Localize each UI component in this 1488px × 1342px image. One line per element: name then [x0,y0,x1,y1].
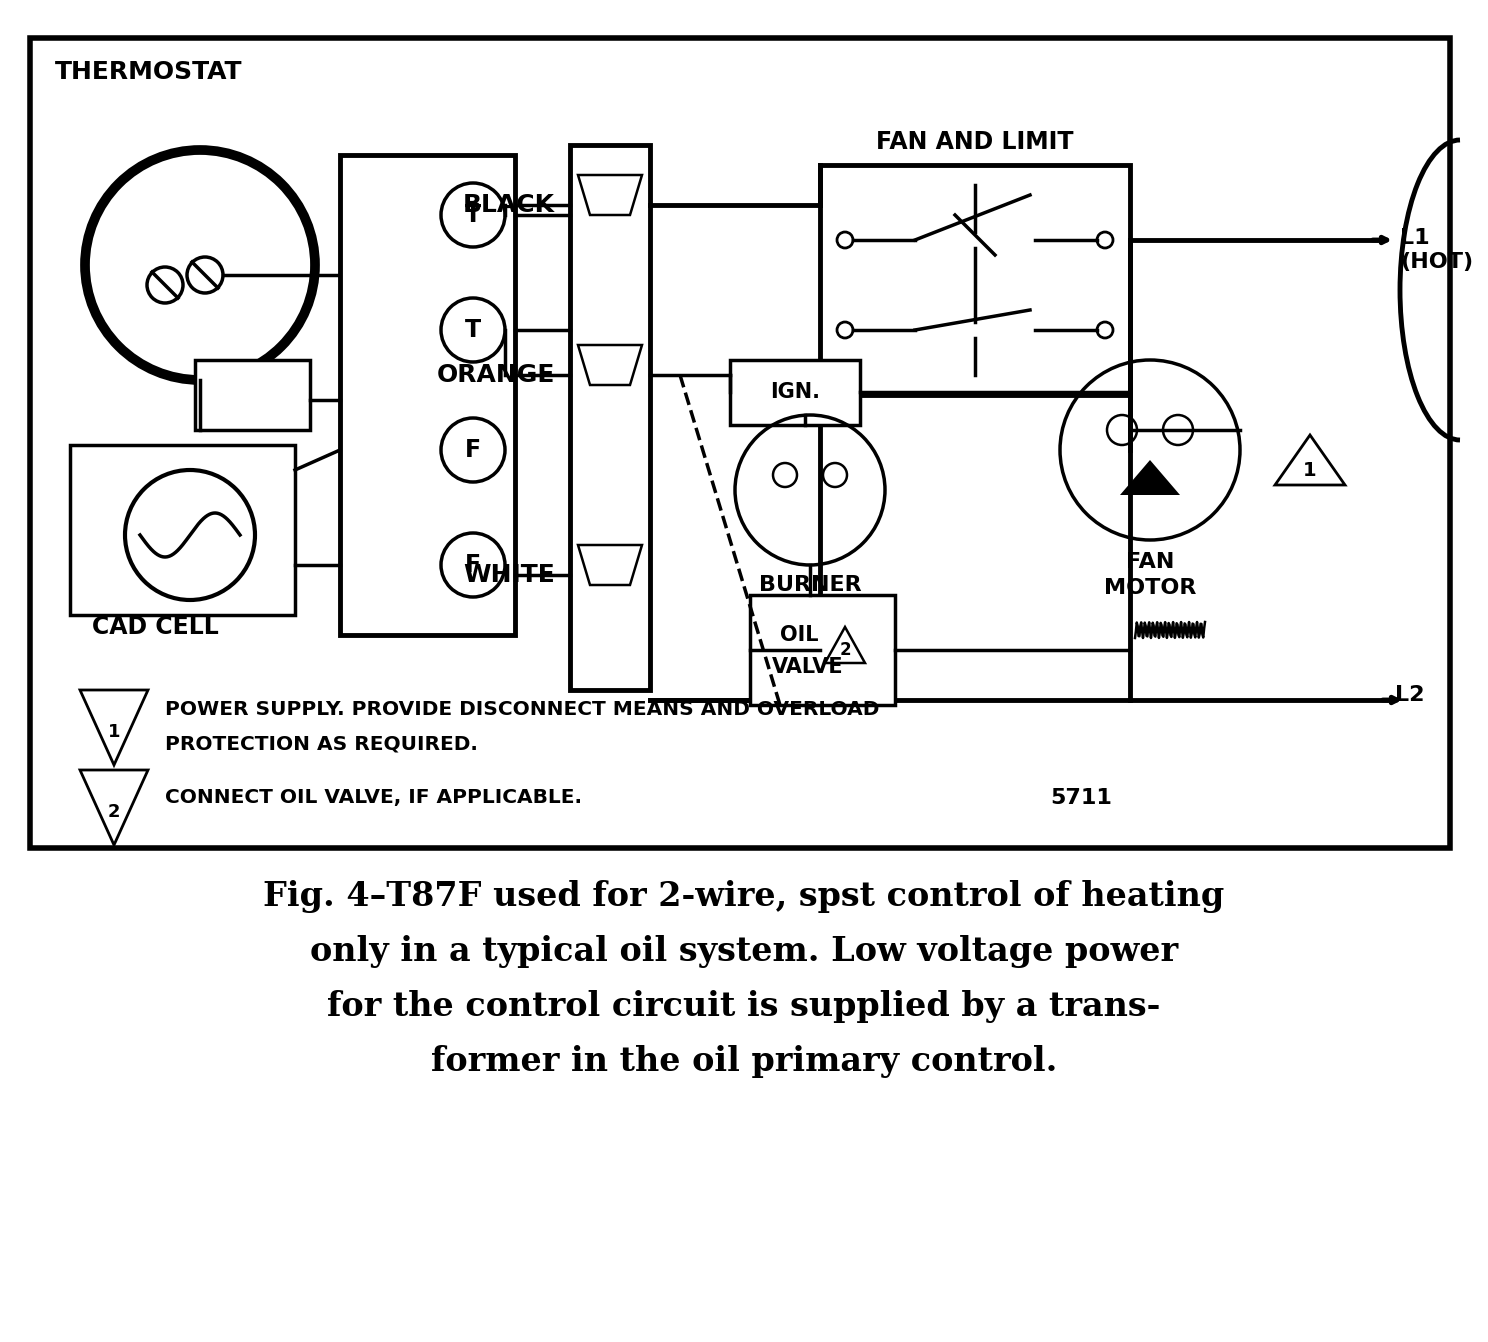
Polygon shape [1120,460,1180,495]
Text: BLACK: BLACK [463,193,555,217]
Bar [339,154,515,635]
Text: POWER SUPPLY. PROVIDE DISCONNECT MEANS AND OVERLOAD: POWER SUPPLY. PROVIDE DISCONNECT MEANS A… [165,701,879,719]
Text: CONNECT OIL VALVE, IF APPLICABLE.: CONNECT OIL VALVE, IF APPLICABLE. [165,788,582,807]
Bar [30,38,1449,848]
Text: 1: 1 [1303,460,1317,479]
Text: Fig. 4–T87F used for 2-wire, spst control of heating: Fig. 4–T87F used for 2-wire, spst contro… [263,880,1225,913]
Text: WHITE: WHITE [463,564,555,586]
Text: MOTOR: MOTOR [1104,578,1196,599]
Text: T: T [464,203,481,227]
Text: FAN: FAN [1126,552,1174,572]
Text: L1: L1 [1400,228,1430,248]
Text: 2: 2 [839,641,851,659]
Bar [570,145,650,690]
Polygon shape [577,545,641,585]
Bar [195,360,310,429]
Polygon shape [577,345,641,385]
Text: CAD CELL: CAD CELL [92,615,219,639]
Text: IGN.: IGN. [769,382,820,403]
Bar [70,446,295,615]
Text: THERMOSTAT: THERMOSTAT [55,60,243,85]
Text: 1: 1 [107,723,121,741]
Text: F: F [464,553,481,577]
Text: VALVE: VALVE [772,658,844,676]
Bar [820,165,1129,395]
Circle shape [836,232,853,248]
Circle shape [1097,322,1113,338]
Text: F: F [464,437,481,462]
Text: former in the oil primary control.: former in the oil primary control. [432,1045,1056,1078]
Text: 5711: 5711 [1051,788,1112,808]
Text: 2: 2 [107,803,121,821]
Text: (HOT): (HOT) [1400,252,1473,272]
Text: BURNER: BURNER [759,574,862,595]
Text: T: T [464,318,481,342]
Polygon shape [577,174,641,215]
Text: FAN AND LIMIT: FAN AND LIMIT [876,130,1074,154]
Text: L2: L2 [1396,684,1424,705]
Circle shape [836,322,853,338]
Text: PROTECTION AS REQUIRED.: PROTECTION AS REQUIRED. [165,735,478,754]
Text: OIL: OIL [780,625,818,646]
Bar [750,595,894,705]
Text: only in a typical oil system. Low voltage power: only in a typical oil system. Low voltag… [310,935,1178,968]
Text: ORANGE: ORANGE [436,362,555,386]
Text: for the control circuit is supplied by a trans-: for the control circuit is supplied by a… [327,990,1161,1023]
Circle shape [1097,232,1113,248]
Bar [731,360,860,425]
